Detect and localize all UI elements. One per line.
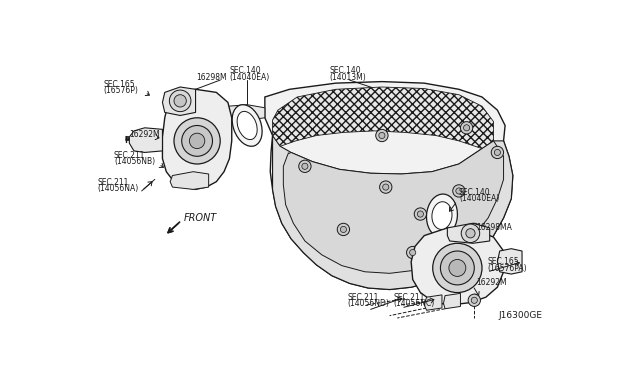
- Text: SEC.140: SEC.140: [459, 188, 490, 197]
- Circle shape: [380, 181, 392, 193]
- Polygon shape: [129, 128, 163, 153]
- Circle shape: [452, 185, 465, 197]
- Text: (16576P): (16576P): [103, 86, 138, 95]
- Ellipse shape: [426, 194, 458, 237]
- Polygon shape: [497, 249, 522, 274]
- Circle shape: [449, 260, 466, 276]
- Polygon shape: [170, 172, 209, 189]
- Text: SEC.140: SEC.140: [230, 67, 261, 76]
- Polygon shape: [444, 294, 460, 309]
- Text: (14056ND): (14056ND): [348, 299, 389, 308]
- Polygon shape: [447, 223, 490, 243]
- Circle shape: [456, 188, 462, 194]
- Circle shape: [170, 90, 191, 112]
- Circle shape: [410, 250, 416, 256]
- Text: SEC.211: SEC.211: [114, 151, 145, 160]
- Text: SEC.211: SEC.211: [394, 293, 425, 302]
- Text: (14056NA): (14056NA): [97, 184, 138, 193]
- Circle shape: [299, 160, 311, 173]
- Polygon shape: [228, 105, 265, 120]
- Text: (14040EA): (14040EA): [459, 194, 499, 203]
- Circle shape: [466, 229, 475, 238]
- Circle shape: [182, 125, 212, 156]
- Circle shape: [494, 150, 500, 155]
- Text: (14056NB): (14056NB): [114, 157, 155, 166]
- Polygon shape: [284, 141, 504, 273]
- Text: SEC.211: SEC.211: [97, 178, 129, 187]
- Text: 16292M: 16292M: [476, 278, 506, 287]
- Polygon shape: [273, 87, 493, 148]
- Text: (14056NC): (14056NC): [394, 299, 435, 308]
- Polygon shape: [411, 228, 504, 305]
- Polygon shape: [163, 87, 196, 115]
- Circle shape: [461, 224, 480, 243]
- Ellipse shape: [237, 111, 257, 140]
- Circle shape: [340, 226, 346, 232]
- Polygon shape: [273, 135, 513, 289]
- Circle shape: [433, 243, 482, 293]
- Circle shape: [471, 297, 477, 303]
- Circle shape: [302, 163, 308, 169]
- Circle shape: [463, 125, 470, 131]
- Circle shape: [471, 226, 477, 232]
- Circle shape: [174, 118, 220, 164]
- Text: SEC.165: SEC.165: [488, 257, 519, 266]
- Circle shape: [440, 251, 474, 285]
- Text: J16300GE: J16300GE: [498, 311, 542, 320]
- Circle shape: [460, 122, 473, 134]
- Circle shape: [379, 132, 385, 139]
- Circle shape: [383, 184, 389, 190]
- Text: (16576PA): (16576PA): [488, 263, 527, 273]
- Text: (14040EA): (14040EA): [230, 73, 269, 81]
- Text: SEC.165: SEC.165: [103, 80, 135, 89]
- Text: SEC.211: SEC.211: [348, 293, 379, 302]
- Text: (14013M): (14013M): [330, 73, 366, 81]
- Circle shape: [189, 133, 205, 148]
- Circle shape: [468, 294, 481, 307]
- Circle shape: [174, 95, 186, 107]
- Ellipse shape: [432, 202, 452, 230]
- Text: 16298MA: 16298MA: [476, 223, 512, 232]
- Circle shape: [468, 223, 481, 235]
- Text: 16298M: 16298M: [196, 73, 227, 81]
- Circle shape: [492, 146, 504, 158]
- Text: 16292M: 16292M: [129, 129, 160, 139]
- Polygon shape: [424, 295, 442, 310]
- Circle shape: [376, 129, 388, 142]
- Text: FRONT: FRONT: [183, 213, 216, 223]
- Circle shape: [337, 223, 349, 235]
- Circle shape: [414, 208, 427, 220]
- Ellipse shape: [232, 105, 262, 146]
- Polygon shape: [265, 81, 513, 289]
- Text: SEC.140: SEC.140: [330, 67, 361, 76]
- Polygon shape: [163, 89, 232, 189]
- Circle shape: [406, 246, 419, 259]
- Circle shape: [417, 211, 424, 217]
